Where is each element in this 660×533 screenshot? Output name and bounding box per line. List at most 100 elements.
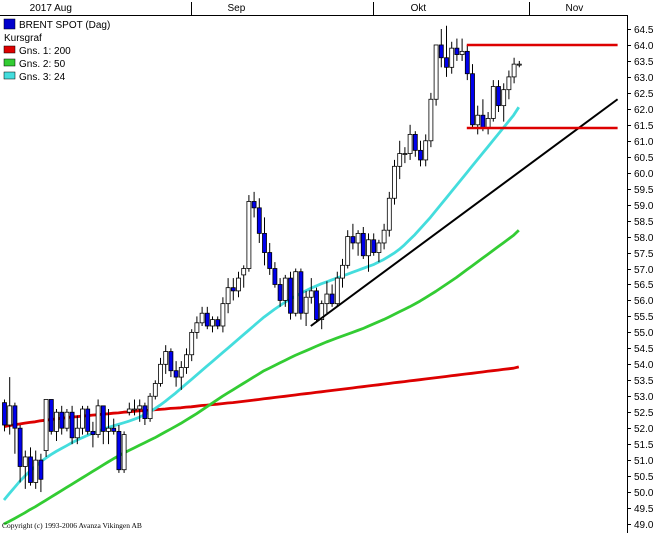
candle-body [85, 408, 91, 432]
candle-body [28, 456, 33, 483]
candle-body [184, 354, 189, 368]
y-tick-label: 55.5 [634, 312, 654, 323]
candle-body [147, 395, 153, 420]
candle-body [173, 370, 179, 378]
candle-body [496, 86, 501, 107]
candle-body [308, 290, 314, 298]
legend-swatch-ma24 [3, 71, 16, 80]
candle-body [412, 133, 418, 151]
candle-body [54, 411, 59, 432]
candle-body [506, 76, 512, 91]
candle [366, 233, 371, 272]
ma50-line [3, 229, 520, 526]
candle [470, 64, 475, 128]
candle-body [449, 47, 455, 68]
candle-body [80, 408, 85, 429]
legend-ma50: Gns. 2: 50 [19, 59, 66, 70]
candle-body [397, 153, 403, 167]
candle-body [277, 284, 283, 301]
candle-body [215, 319, 221, 327]
candle-body [90, 430, 96, 435]
candle [501, 83, 507, 122]
y-tick-label: 54.0 [634, 360, 654, 371]
candle [392, 159, 397, 205]
candle [22, 450, 28, 489]
candle [412, 131, 418, 157]
candle-body [407, 133, 413, 154]
candle-body [293, 271, 299, 314]
month-labels: 2017 Aug Sep Okt Nov [30, 3, 584, 14]
y-tick-label: 54.5 [634, 344, 654, 355]
month-label: 2017 Aug [30, 3, 72, 14]
candle [423, 134, 429, 167]
candle [329, 284, 335, 307]
candle-body [329, 293, 335, 305]
candle [236, 271, 241, 298]
y-tick-label: 61.0 [634, 137, 654, 148]
candle [59, 405, 65, 435]
candle-body [22, 456, 28, 467]
y-tick-label: 59.5 [634, 185, 654, 196]
candle [386, 191, 392, 237]
candle-body [225, 287, 231, 305]
candle-body [38, 459, 44, 480]
candle [277, 278, 283, 307]
y-tick-label: 56.5 [634, 280, 654, 291]
candle [490, 80, 496, 122]
candle-body [485, 118, 491, 129]
candle-body [168, 351, 174, 372]
candle [334, 271, 340, 307]
candle-body [444, 57, 449, 68]
candle-body [74, 427, 80, 439]
legend-ma200: Gns. 1: 200 [19, 46, 71, 57]
candle-body [33, 459, 39, 483]
candle [314, 287, 319, 323]
candle-body [59, 411, 65, 429]
price-axis: 49.0 49.5 50.0 50.5 51.0 51.5 52.0 52.5 53.0 53.5… [627, 25, 654, 531]
y-tick-label: 63.0 [634, 73, 654, 84]
y-tick-label: 55.0 [634, 328, 654, 339]
candle [2, 399, 7, 432]
candle [506, 70, 512, 100]
candle [100, 405, 106, 445]
month-label: Nov [566, 3, 584, 14]
legend-kursgraf: Kursgraf [4, 33, 42, 44]
candle-body [116, 430, 122, 471]
month-label: Sep [228, 3, 246, 14]
candle [444, 25, 449, 77]
ma24-line [2, 106, 520, 501]
y-tick-label: 51.5 [634, 440, 654, 451]
candle [293, 268, 299, 317]
candle [106, 409, 111, 445]
y-tick-label: 60.0 [634, 169, 654, 180]
candle [241, 265, 247, 288]
candle-body [100, 405, 106, 432]
candle-body [381, 229, 387, 244]
candle [381, 223, 387, 250]
y-tick-label: 60.5 [634, 153, 654, 164]
candle-body [288, 277, 293, 314]
candle-body [220, 303, 226, 327]
candle [459, 38, 465, 61]
candle-body [189, 331, 195, 356]
candle-body [345, 236, 351, 266]
candle [142, 402, 148, 425]
candle-body [334, 277, 340, 305]
candle-body [324, 293, 330, 305]
candle-body [95, 405, 101, 435]
candle-body [490, 86, 496, 119]
candle [251, 191, 257, 218]
y-tick-label: 63.5 [634, 57, 654, 68]
candle [116, 425, 122, 473]
candle-body [142, 405, 148, 420]
candle [43, 399, 49, 457]
candle [48, 399, 54, 435]
candle [64, 409, 70, 432]
candle [85, 405, 91, 435]
candle [137, 399, 143, 422]
candle-body [303, 296, 309, 314]
candle [158, 357, 163, 387]
candle [319, 300, 325, 330]
candlesticks [2, 25, 522, 493]
